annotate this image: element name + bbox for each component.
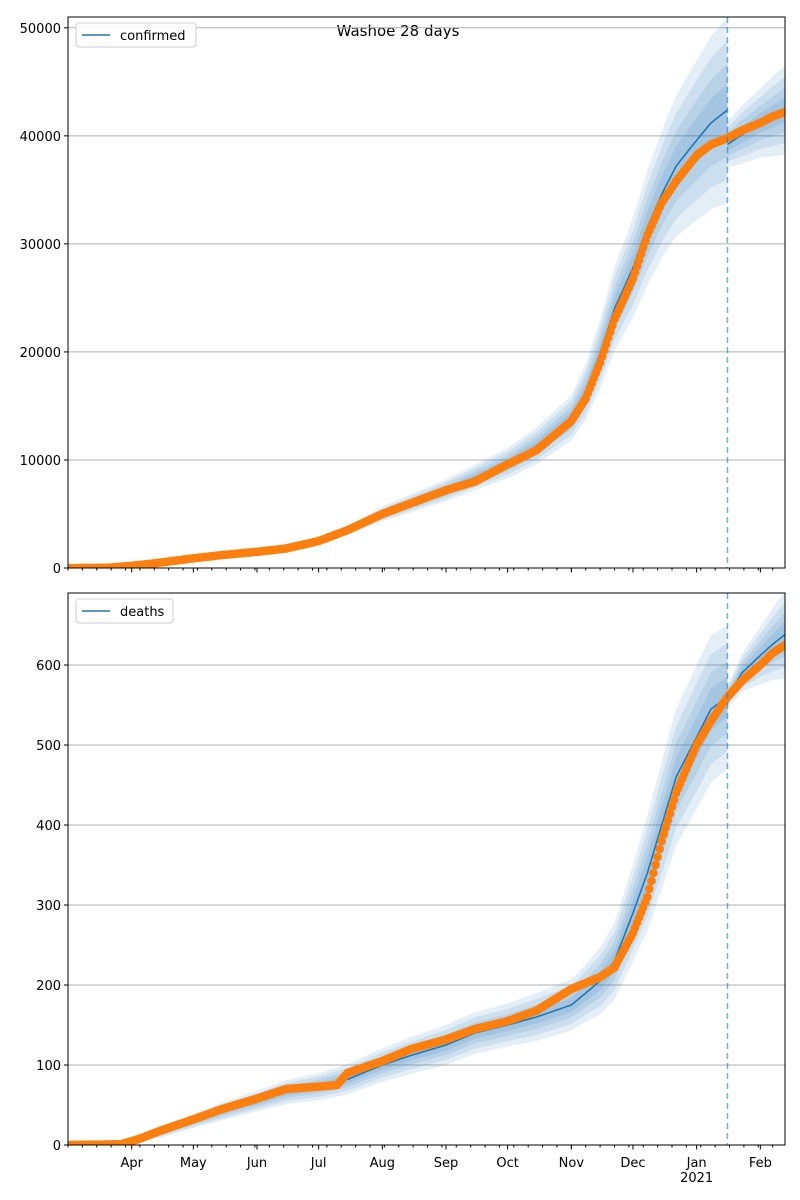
x-tick-label: Feb bbox=[749, 1156, 772, 1171]
y-tick-label: 600 bbox=[36, 659, 61, 674]
observed-point bbox=[653, 852, 662, 862]
observed-point bbox=[657, 836, 666, 846]
forecast-band-0 bbox=[727, 65, 785, 168]
observed-point bbox=[643, 892, 652, 902]
x-tick-label: May bbox=[180, 1156, 207, 1171]
x-tick-label: Apr bbox=[120, 1156, 143, 1171]
observed-point bbox=[669, 795, 679, 805]
x-tick-label: Oct bbox=[496, 1156, 518, 1171]
model-band-1 bbox=[68, 40, 728, 568]
observed-point bbox=[655, 844, 664, 854]
plot-area bbox=[68, 17, 785, 568]
axes-frame bbox=[67, 16, 786, 569]
x-tick-label: Jan bbox=[686, 1156, 707, 1171]
legend-box bbox=[75, 598, 174, 624]
y-tick-label: 40000 bbox=[20, 130, 61, 145]
figure-title: Washoe 28 days bbox=[337, 22, 460, 40]
observed-point bbox=[780, 107, 785, 117]
y-tick-label: 400 bbox=[36, 819, 61, 834]
axes-frame bbox=[67, 592, 786, 1146]
forecast-band-3 bbox=[727, 622, 785, 701]
observed-point bbox=[647, 876, 656, 886]
y-tick-label: 0 bbox=[53, 562, 61, 577]
y-tick-label: 30000 bbox=[20, 238, 61, 253]
y-tick-label: 10000 bbox=[20, 454, 61, 469]
observed-point bbox=[645, 884, 654, 894]
y-tick-label: 0 bbox=[53, 1139, 61, 1154]
observed-point bbox=[780, 640, 785, 650]
forecast-band-1 bbox=[727, 76, 785, 162]
observed-point bbox=[663, 816, 673, 825]
x-tick-label: Jun bbox=[246, 1156, 267, 1171]
x-tick-label: Jul bbox=[310, 1156, 327, 1171]
confirmed-panel: 0 10000 20000 30000 40000 50000 confirmed bbox=[20, 16, 786, 577]
model-band-0 bbox=[68, 625, 728, 1145]
observed-point bbox=[659, 829, 669, 839]
x-year-label: 2021 bbox=[680, 1171, 713, 1186]
x-tick-label: Sep bbox=[434, 1156, 459, 1171]
observed-point bbox=[649, 868, 658, 878]
legend-label: confirmed bbox=[120, 29, 186, 44]
plot-area bbox=[68, 593, 785, 1145]
y-tick-label: 200 bbox=[36, 979, 61, 994]
observed-point bbox=[665, 809, 675, 818]
y-tick-label: 20000 bbox=[20, 346, 61, 361]
y-tick-label: 100 bbox=[36, 1059, 61, 1074]
model-band-1 bbox=[68, 643, 728, 1145]
legend-label: deaths bbox=[120, 605, 165, 620]
deaths-panel: 0 100 200 300 400 500 600 deaths Apr May Jun Jul Aug… bbox=[36, 592, 786, 1186]
observed-point bbox=[651, 860, 660, 870]
x-tick-label: Dec bbox=[620, 1156, 645, 1171]
y-tick-label: 50000 bbox=[20, 22, 61, 37]
legend-box bbox=[75, 22, 197, 48]
y-tick-label: 300 bbox=[36, 899, 61, 914]
observed-point bbox=[661, 823, 671, 832]
legend: confirmed bbox=[75, 22, 197, 48]
x-tick-label: Nov bbox=[559, 1156, 585, 1171]
y-tick-label: 500 bbox=[36, 739, 61, 754]
observed-point bbox=[667, 802, 677, 811]
legend: deaths bbox=[75, 598, 174, 624]
x-tick-label: Aug bbox=[370, 1156, 395, 1171]
